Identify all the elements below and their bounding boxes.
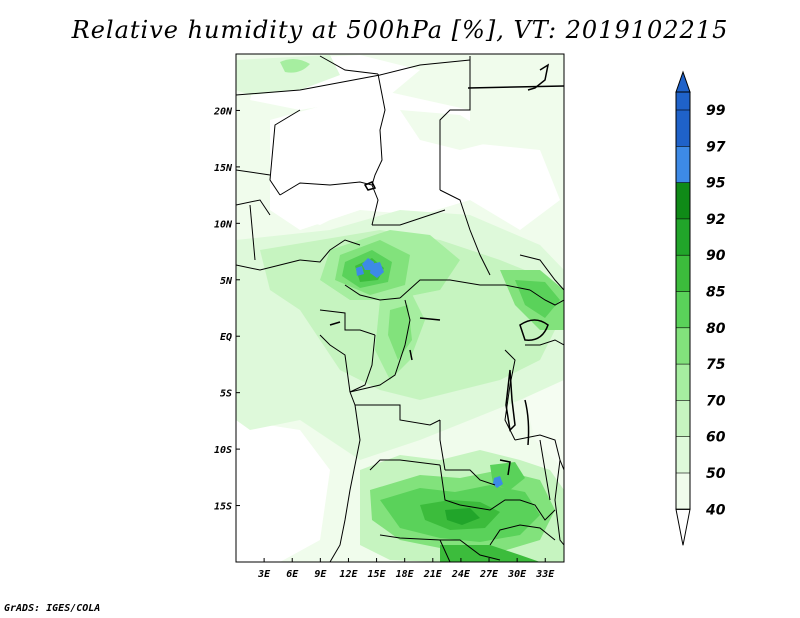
lon-tick-label: 21E [423,569,443,580]
colorbar-segment [676,92,690,110]
lat-tick-label: 5N [220,276,233,287]
latitude-axis: 20N 15N 10N 5N EQ 5S 10S 15S [213,106,240,513]
lat-tick-label: 10N [214,219,233,230]
colorbar-level-label: 40 [705,502,726,518]
colorbar-segment [676,473,690,510]
lat-tick-label: 10S [214,445,232,456]
colorbar-segment [676,146,690,183]
colorbar-level-label: 90 [706,248,726,264]
colorbar-segment [676,255,690,292]
grads-credit: GrADS: IGES/COLA [4,603,101,614]
colorbar-level-label: 50 [706,466,726,482]
lon-tick-label: 12E [339,569,358,580]
colorbar-segment [676,182,690,219]
lon-tick-label: 24E [451,569,471,580]
humidity-field [236,54,564,562]
lake-outlines [329,63,564,476]
lat-tick-label: 20N [213,106,233,117]
colorbar-segment [676,400,690,437]
lon-tick-label: 30E [507,569,527,580]
map-title: Relative humidity at 500hPa [%], VT: 201… [71,16,729,44]
lon-tick-label: 33E [535,569,555,580]
lat-tick-label: EQ [220,332,232,343]
colorbar-level-label: 75 [706,357,726,373]
colorbar: 99 97 95 92 90 85 80 75 70 60 50 40 [675,70,726,546]
lon-tick-label: 15E [368,569,387,580]
colorbar-bottom-arrow [675,508,691,546]
colorbar-segment [676,291,690,328]
longitude-axis: 3E 6E 9E 12E 15E 18E 21E 24E 27E 30E 33E [257,558,555,580]
colorbar-level-label: 80 [706,321,726,337]
colorbar-level-label: 99 [706,103,726,119]
colorbar-top-arrow [675,70,691,93]
lon-tick-label: 9E [314,569,327,580]
colorbar-level-label: 85 [706,285,726,301]
colorbar-level-label: 92 [706,212,725,228]
colorbar-segment [676,364,690,401]
lat-tick-label: 15S [214,502,232,513]
lat-tick-label: 5S [220,389,232,400]
colorbar-level-label: 97 [706,139,726,155]
lon-tick-label: 27E [479,569,499,580]
lon-tick-label: 6E [286,569,299,580]
colorbar-level-label: 70 [706,393,726,409]
colorbar-segment [676,327,690,365]
colorbar-level-label: 60 [706,430,726,446]
colorbar-segment [676,110,690,147]
lon-tick-label: 18E [396,569,415,580]
colorbar-level-label: 95 [706,176,726,192]
lat-tick-label: 15N [214,163,233,174]
colorbar-segment [676,218,690,256]
colorbar-segment [676,436,690,473]
map-frame [235,53,565,563]
country-borders [236,55,564,562]
lon-tick-label: 3E [257,569,271,580]
